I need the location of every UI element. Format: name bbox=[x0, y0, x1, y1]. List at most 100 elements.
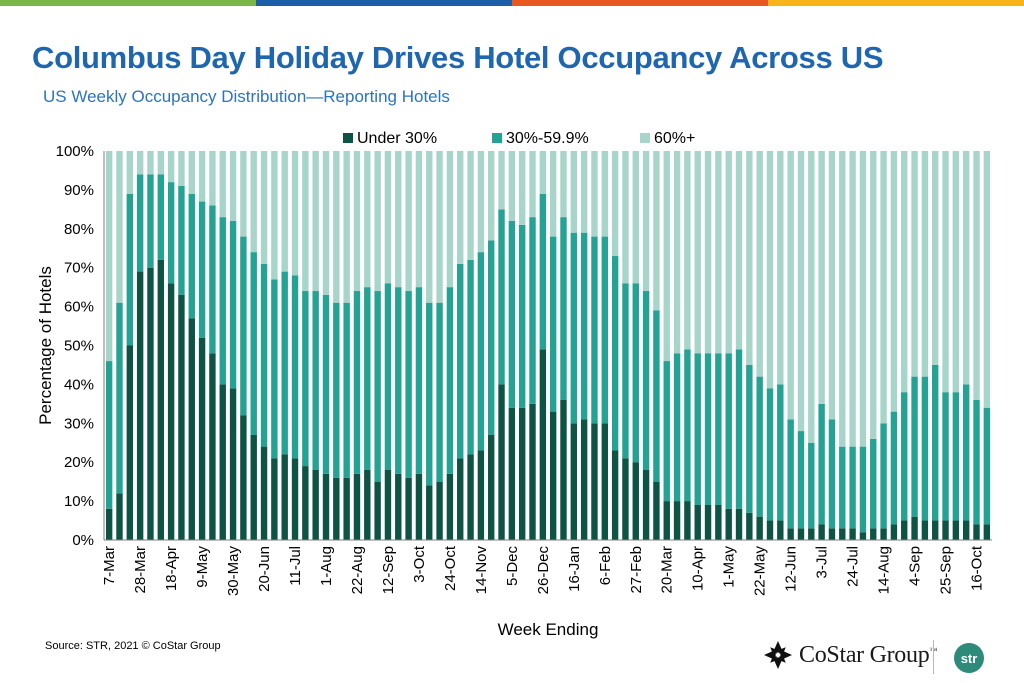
x-tick-label: 24-Oct bbox=[442, 545, 459, 591]
x-tick-label: 27-Feb bbox=[628, 546, 645, 594]
bar-under-30 bbox=[260, 446, 268, 540]
bar-30-59 bbox=[694, 353, 701, 505]
bar-60-plus bbox=[219, 151, 226, 218]
bar-under-30 bbox=[932, 520, 939, 540]
bar-60-plus bbox=[312, 151, 319, 292]
bar-60-plus bbox=[911, 151, 918, 377]
bar-60-plus bbox=[746, 151, 753, 365]
bar-under-30 bbox=[147, 267, 154, 540]
bar-60-plus bbox=[839, 151, 846, 447]
x-tick-label: 22-May bbox=[752, 546, 769, 597]
bar-30-59 bbox=[715, 353, 722, 505]
bar-30-59 bbox=[136, 174, 144, 272]
bar-under-30 bbox=[560, 399, 567, 540]
bar-30-59 bbox=[260, 263, 268, 447]
bar-60-plus bbox=[570, 151, 578, 233]
bar-30-59 bbox=[291, 275, 299, 459]
bar-under-30 bbox=[797, 528, 805, 540]
bar-under-30 bbox=[518, 407, 526, 540]
bar-under-30 bbox=[477, 450, 485, 540]
bar-60-plus bbox=[901, 151, 908, 393]
bar-under-30 bbox=[653, 481, 660, 540]
bar-60-plus bbox=[973, 151, 980, 400]
bar-under-30 bbox=[880, 528, 887, 540]
bar-under-30 bbox=[849, 528, 856, 540]
bar-30-59 bbox=[229, 221, 237, 389]
bar-under-30 bbox=[167, 283, 175, 540]
bar-under-30 bbox=[405, 477, 412, 540]
bar-30-59 bbox=[436, 302, 443, 482]
bar-30-59 bbox=[374, 291, 381, 482]
bar-under-30 bbox=[942, 520, 949, 540]
y-tick-label: 10% bbox=[64, 493, 94, 510]
bar-60-plus bbox=[260, 151, 268, 264]
bar-under-30 bbox=[229, 388, 237, 540]
bar-60-plus bbox=[271, 151, 278, 280]
bar-30-59 bbox=[498, 209, 505, 385]
bar-under-30 bbox=[157, 259, 164, 540]
bar-under-30 bbox=[808, 528, 815, 540]
bar-30-59 bbox=[839, 446, 846, 529]
bar-under-30 bbox=[353, 473, 361, 540]
bar-30-59 bbox=[312, 291, 319, 470]
bar-30-59 bbox=[518, 224, 526, 408]
x-tick-label: 5-Dec bbox=[504, 546, 521, 587]
top-bar-green bbox=[0, 0, 256, 6]
bar-30-59 bbox=[405, 291, 412, 478]
str-logo: str bbox=[954, 643, 984, 673]
bar-30-59 bbox=[395, 287, 402, 474]
bar-60-plus bbox=[890, 151, 898, 412]
bar-60-plus bbox=[105, 151, 113, 362]
x-tick-label: 7-Mar bbox=[101, 546, 118, 585]
bar-30-59 bbox=[415, 287, 423, 474]
x-tick-label: 30-May bbox=[225, 546, 242, 597]
legend-swatch bbox=[492, 133, 502, 143]
bar-30-59 bbox=[901, 392, 908, 521]
bar-30-59 bbox=[797, 431, 805, 529]
bar-30-59 bbox=[642, 291, 650, 470]
bar-60-plus bbox=[694, 151, 701, 354]
y-tick-label: 50% bbox=[64, 338, 94, 355]
bar-60-plus bbox=[932, 151, 939, 365]
bar-30-59 bbox=[219, 217, 226, 385]
page-subtitle: US Weekly Occupancy Distribution—Reporti… bbox=[43, 87, 450, 106]
bar-under-30 bbox=[508, 407, 516, 540]
bar-30-59 bbox=[890, 411, 898, 525]
bar-60-plus bbox=[157, 151, 164, 175]
legend-label: 30%-59.9% bbox=[506, 130, 589, 147]
bar-30-59 bbox=[735, 349, 743, 509]
bar-under-30 bbox=[622, 458, 629, 540]
bar-under-30 bbox=[756, 516, 763, 540]
bar-60-plus bbox=[808, 151, 815, 443]
bar-under-30 bbox=[549, 411, 557, 540]
bar-30-59 bbox=[333, 302, 340, 478]
bar-60-plus bbox=[457, 151, 464, 264]
bar-under-30 bbox=[312, 469, 319, 540]
bar-60-plus bbox=[653, 151, 660, 311]
bar-60-plus bbox=[147, 151, 154, 175]
bar-60-plus bbox=[209, 151, 216, 206]
x-tick-label: 3-Oct bbox=[411, 545, 428, 583]
bar-30-59 bbox=[777, 384, 784, 521]
bar-30-59 bbox=[808, 442, 815, 529]
bar-under-30 bbox=[488, 434, 495, 540]
bar-60-plus bbox=[642, 151, 650, 292]
bar-under-30 bbox=[219, 384, 226, 540]
bar-30-59 bbox=[364, 287, 371, 470]
bar-under-30 bbox=[839, 528, 846, 540]
bar-60-plus bbox=[395, 151, 402, 288]
bar-60-plus bbox=[364, 151, 371, 288]
bar-under-30 bbox=[870, 528, 877, 540]
bar-30-59 bbox=[250, 252, 257, 435]
bar-under-30 bbox=[281, 454, 288, 540]
bar-under-30 bbox=[704, 504, 712, 540]
legend-swatch bbox=[640, 133, 650, 143]
bar-30-59 bbox=[653, 310, 660, 482]
bar-60-plus bbox=[673, 151, 681, 354]
bar-60-plus bbox=[126, 151, 134, 194]
bar-60-plus bbox=[384, 151, 392, 284]
bar-60-plus bbox=[591, 151, 598, 237]
bar-30-59 bbox=[570, 232, 578, 424]
y-tick-label: 100% bbox=[56, 143, 94, 160]
bar-under-30 bbox=[921, 520, 929, 540]
